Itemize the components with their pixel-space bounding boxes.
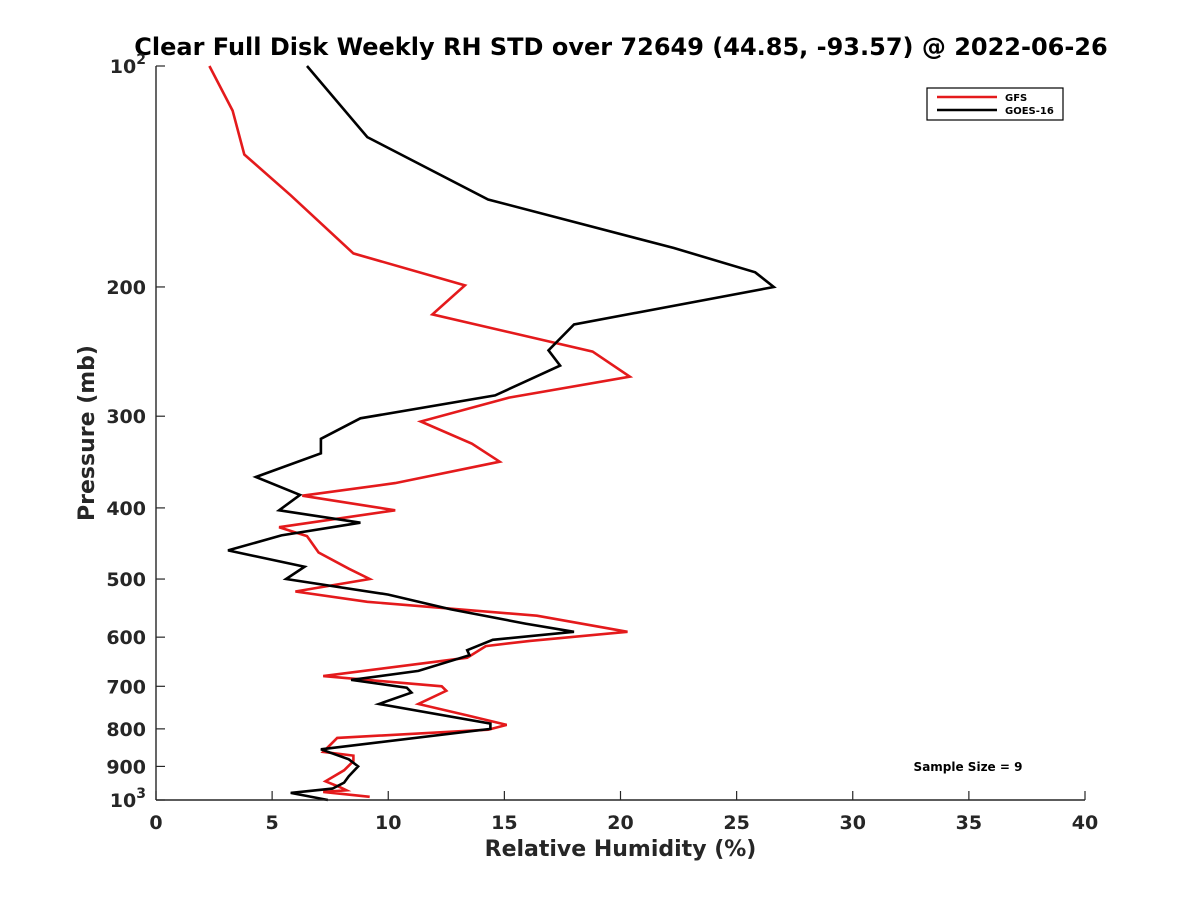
legend: GFS GOES-16 xyxy=(926,87,1064,121)
x-tick-label: 5 xyxy=(266,812,279,834)
x-tick-label: 0 xyxy=(149,812,162,834)
y-tick-label: 400 xyxy=(106,498,146,520)
y-tick-label: 700 xyxy=(106,676,146,698)
series-layer xyxy=(208,65,777,802)
legend-label: GOES-16 xyxy=(1005,106,1054,117)
x-tick-label: 25 xyxy=(723,812,749,834)
legend-label: GFS xyxy=(1005,93,1027,104)
sample-size-annotation: Sample Size = 9 xyxy=(914,760,1023,774)
y-tick-label: 102 xyxy=(110,52,146,78)
y-axis-label: Pressure (mb) xyxy=(75,345,100,521)
y-tick-label: 103 xyxy=(110,786,146,812)
x-tick-label: 10 xyxy=(375,812,401,834)
x-axis-label: Relative Humidity (%) xyxy=(485,837,757,862)
x-tick-label: 15 xyxy=(491,812,517,834)
x-tick-label: 20 xyxy=(607,812,633,834)
x-tick-label: 35 xyxy=(956,812,982,834)
chart-title: Clear Full Disk Weekly RH STD over 72649… xyxy=(134,33,1107,61)
x-tick-label: 30 xyxy=(840,812,866,834)
y-tick-label: 200 xyxy=(106,277,146,299)
y-tick-label: 800 xyxy=(106,719,146,741)
series-line-gfs xyxy=(208,65,634,799)
y-tick-label: 600 xyxy=(106,627,146,649)
legend-box xyxy=(926,87,1064,121)
axes-layer: 0 5 10 15 20 25 30 35 40 102 200 300 400 500 600 700 800… xyxy=(106,52,1098,834)
x-tick-label: 40 xyxy=(1072,812,1098,834)
y-tick-label: 900 xyxy=(106,756,146,778)
plot-area: 0 5 10 15 20 25 30 35 40 102 200 300 400 500 600 700 800… xyxy=(106,52,1098,834)
y-tick-label: 300 xyxy=(106,406,146,428)
y-tick-label: 500 xyxy=(106,569,146,591)
series-line-goes-16 xyxy=(227,65,777,802)
